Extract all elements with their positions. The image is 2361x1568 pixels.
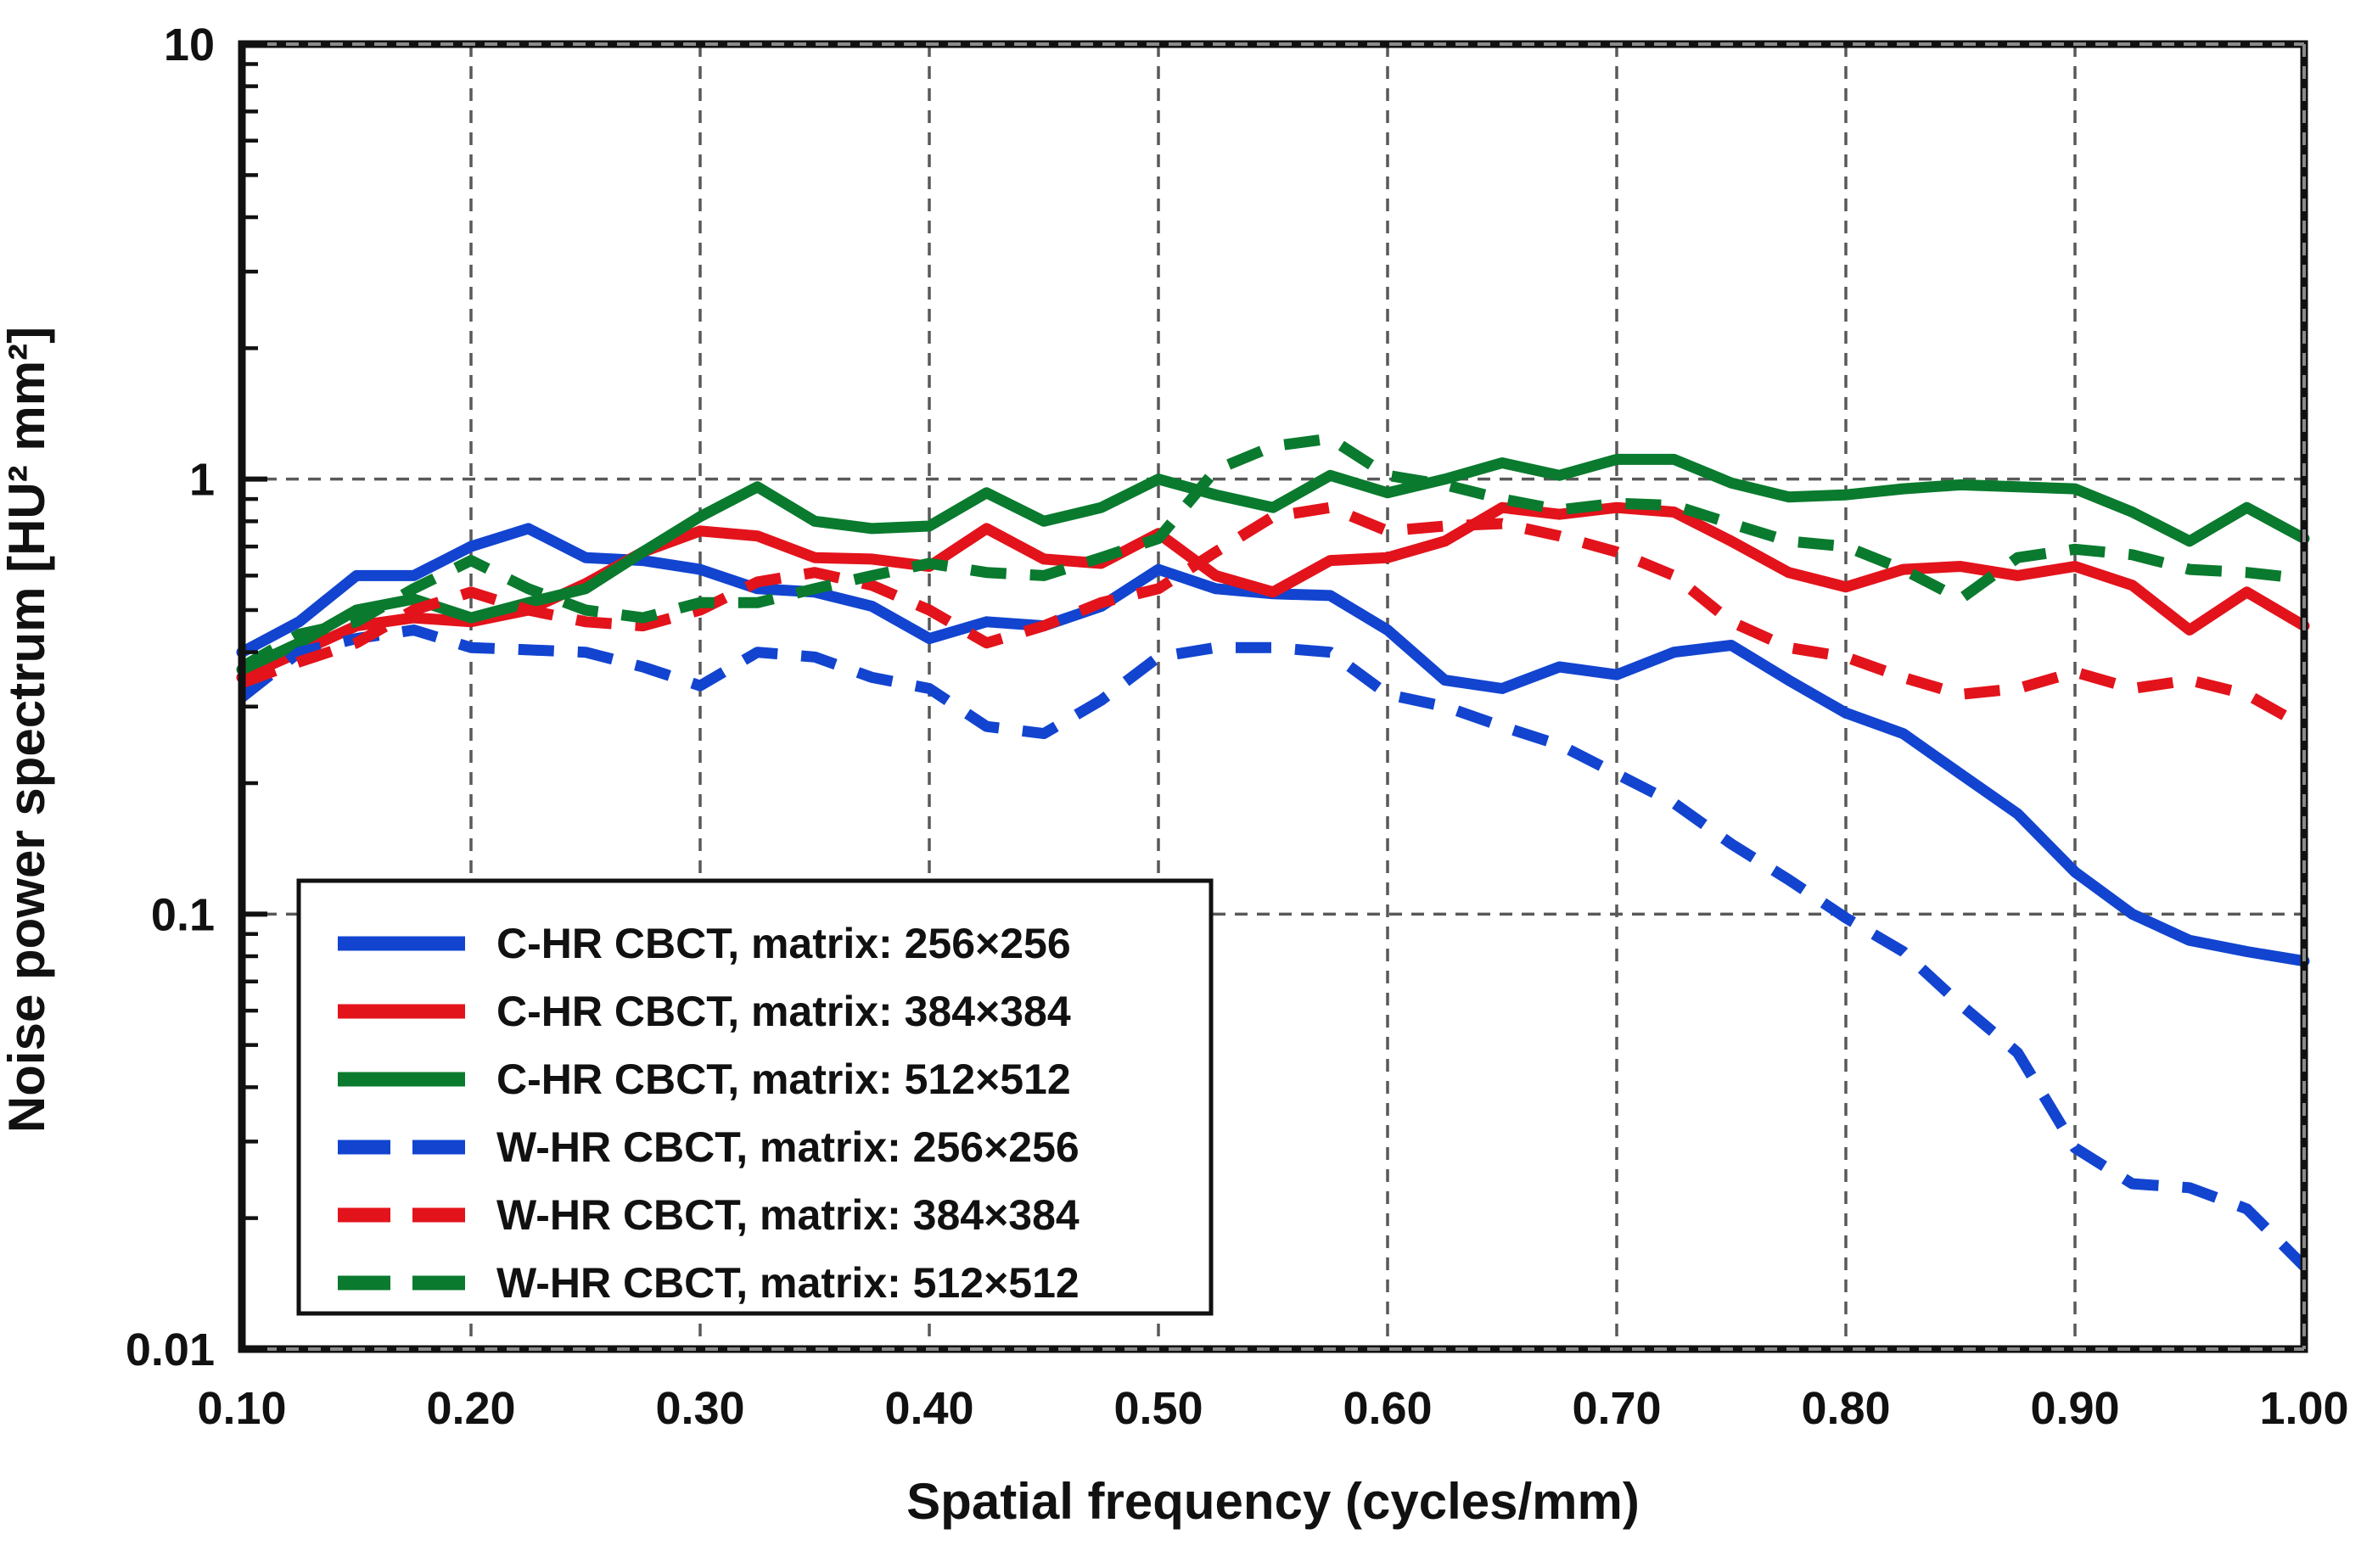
axis-ticks-group — [242, 42, 267, 1352]
legend-row: W-HR CBCT, matrix: 512×512 — [338, 1259, 1080, 1307]
x-tick-label-0.20: 0.20 — [426, 1383, 515, 1434]
legend-label: W-HR CBCT, matrix: 384×384 — [496, 1191, 1080, 1239]
series-line-5 — [239, 501, 2308, 731]
series-group — [236, 433, 2310, 1270]
legend-row: C-HR CBCT, matrix: 256×256 — [338, 920, 1071, 967]
x-axis-title: Spatial frequency (cycles/mm) — [906, 1473, 1640, 1530]
tick-labels-group: 0.10 0.20 0.30 0.40 0.50 0.60 0.70 0.80 0.90 1.00… — [126, 20, 2349, 1434]
x-tick-label-0.60: 0.60 — [1343, 1383, 1432, 1434]
y-tick-label-0.1: 0.1 — [151, 889, 215, 940]
legend-label: C-HR CBCT, matrix: 512×512 — [496, 1056, 1071, 1103]
x-tick-label-1.00: 1.00 — [2259, 1383, 2348, 1434]
legend-row: C-HR CBCT, matrix: 512×512 — [338, 1056, 1071, 1103]
x-tick-label-0.90: 0.90 — [2030, 1383, 2119, 1434]
series-line-3 — [236, 453, 2310, 675]
legend-label: W-HR CBCT, matrix: 256×256 — [496, 1123, 1080, 1171]
y-tick-label-1: 1 — [189, 455, 215, 506]
legend-group: C-HR CBCT, matrix: 256×256 C-HR CBCT, mat… — [296, 878, 1214, 1316]
y-tick-label-10: 10 — [164, 20, 215, 70]
legend-box — [296, 878, 1214, 1316]
legend-row: W-HR CBCT, matrix: 384×384 — [338, 1191, 1080, 1239]
legend-label: C-HR CBCT, matrix: 256×256 — [496, 920, 1071, 967]
y-axis-title: Noise power spectrum [HU² mm²] — [0, 327, 55, 1133]
legend-label: C-HR CBCT, matrix: 384×384 — [496, 988, 1071, 1035]
series-line-4 — [238, 624, 2308, 1270]
x-tick-label-0.40: 0.40 — [884, 1383, 973, 1434]
y-tick-label-0.01: 0.01 — [126, 1324, 215, 1375]
legend-label: W-HR CBCT, matrix: 512×512 — [496, 1259, 1080, 1307]
x-tick-label-0.10: 0.10 — [197, 1383, 286, 1434]
x-tick-label-0.50: 0.50 — [1113, 1383, 1203, 1434]
legend-row: W-HR CBCT, matrix: 256×256 — [338, 1123, 1080, 1171]
x-tick-label-0.70: 0.70 — [1572, 1383, 1661, 1434]
legend-row: C-HR CBCT, matrix: 384×384 — [338, 988, 1071, 1035]
plot-frame-group — [238, 40, 2308, 1353]
x-tick-label-0.80: 0.80 — [1801, 1383, 1890, 1434]
x-tick-label-0.30: 0.30 — [655, 1383, 744, 1434]
series-line-6 — [238, 433, 2305, 672]
